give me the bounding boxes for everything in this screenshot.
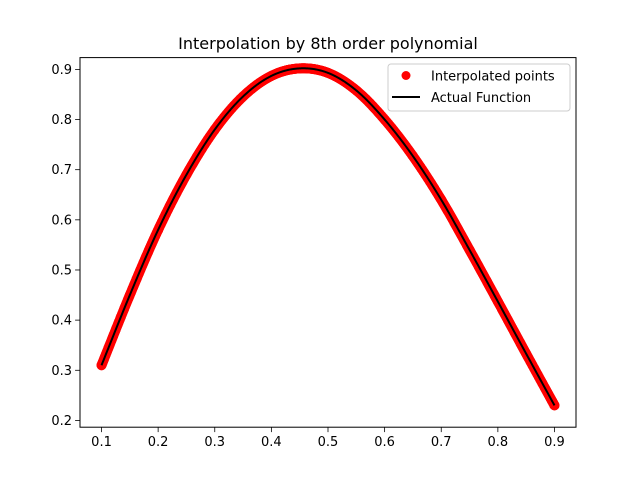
y-tick-label: 0.8 [51,113,72,128]
x-tick-label: 0.1 [91,435,112,450]
y-tick-label: 0.7 [51,163,72,178]
series-layer [96,63,560,411]
y-tick-label: 0.5 [51,263,72,278]
legend-marker-interpolated-points [401,71,411,80]
y-tick-label: 0.4 [51,314,72,329]
legend-label-interpolated-points: Interpolated points [431,70,555,85]
y-tick-label: 0.6 [51,213,72,228]
x-tick-label: 0.2 [148,435,169,450]
actual-function-line [100,67,556,406]
plot-frame [79,57,577,428]
x-tick-label: 0.9 [544,435,565,450]
legend: Interpolated points Actual Function [387,63,571,112]
legend-box [387,63,571,112]
plot-area [80,57,576,428]
y-axis: 0.2 0.3 0.4 0.5 0.6 0.7 0.8 0.9 [51,63,80,429]
x-tick-label: 0.5 [318,435,339,450]
y-tick-label: 0.2 [51,414,72,429]
x-tick-label: 0.4 [261,435,282,450]
x-tick-label: 0.3 [204,435,225,450]
x-tick-label: 0.8 [488,435,509,450]
x-tick-label: 0.7 [431,435,452,450]
legend-label-actual-function: Actual Function [431,91,531,106]
x-axis: 0.1 0.2 0.3 0.4 0.5 0.6 0.7 0.8 0.9 [91,427,565,450]
x-tick-label: 0.6 [374,435,395,450]
y-tick-label: 0.9 [51,63,72,78]
chart-title: Interpolation by 8th order polynomial [178,34,478,53]
y-tick-label: 0.3 [51,364,72,379]
